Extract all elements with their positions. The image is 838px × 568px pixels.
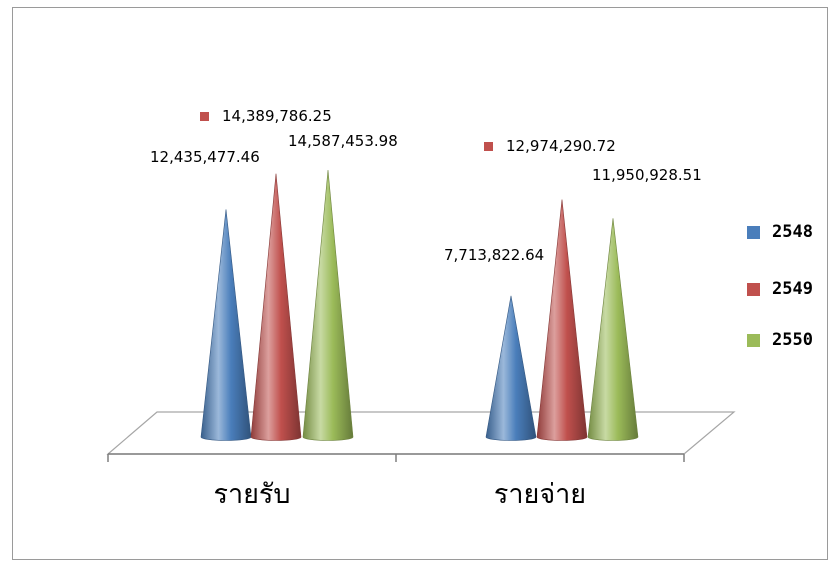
cone-2-0: [302, 170, 354, 441]
cone-0-0: [200, 209, 252, 441]
category-label-1: รายจ่าย: [494, 479, 586, 510]
cone-2-1: [587, 218, 639, 441]
data-label-2-0: 14,587,453.98: [288, 132, 398, 150]
legend-label-0: 2548: [772, 222, 813, 242]
legend-label-2: 2550: [772, 330, 813, 350]
legend-label-1: 2549: [772, 279, 813, 299]
chart-frame: [12, 7, 828, 560]
cone-0-1: [485, 295, 537, 441]
data-label-marker-1-1: [484, 142, 493, 151]
legend: 2548 2549 2550: [747, 222, 813, 350]
data-label-0-1: 7,713,822.64: [444, 246, 544, 264]
data-label-1-0: 14,389,786.25: [222, 107, 332, 125]
cone-1-1: [536, 199, 588, 441]
legend-swatch-1: [747, 283, 760, 296]
cone-1-0: [250, 173, 302, 441]
data-label-1-1: 12,974,290.72: [506, 137, 616, 155]
category-label-0: รายรับ: [213, 479, 290, 510]
data-label-0-0: 12,435,477.46: [150, 148, 260, 166]
data-label-2-1: 11,950,928.51: [592, 166, 702, 184]
data-label-marker-1-0: [200, 112, 209, 121]
legend-swatch-2: [747, 334, 760, 347]
legend-swatch-0: [747, 226, 760, 239]
